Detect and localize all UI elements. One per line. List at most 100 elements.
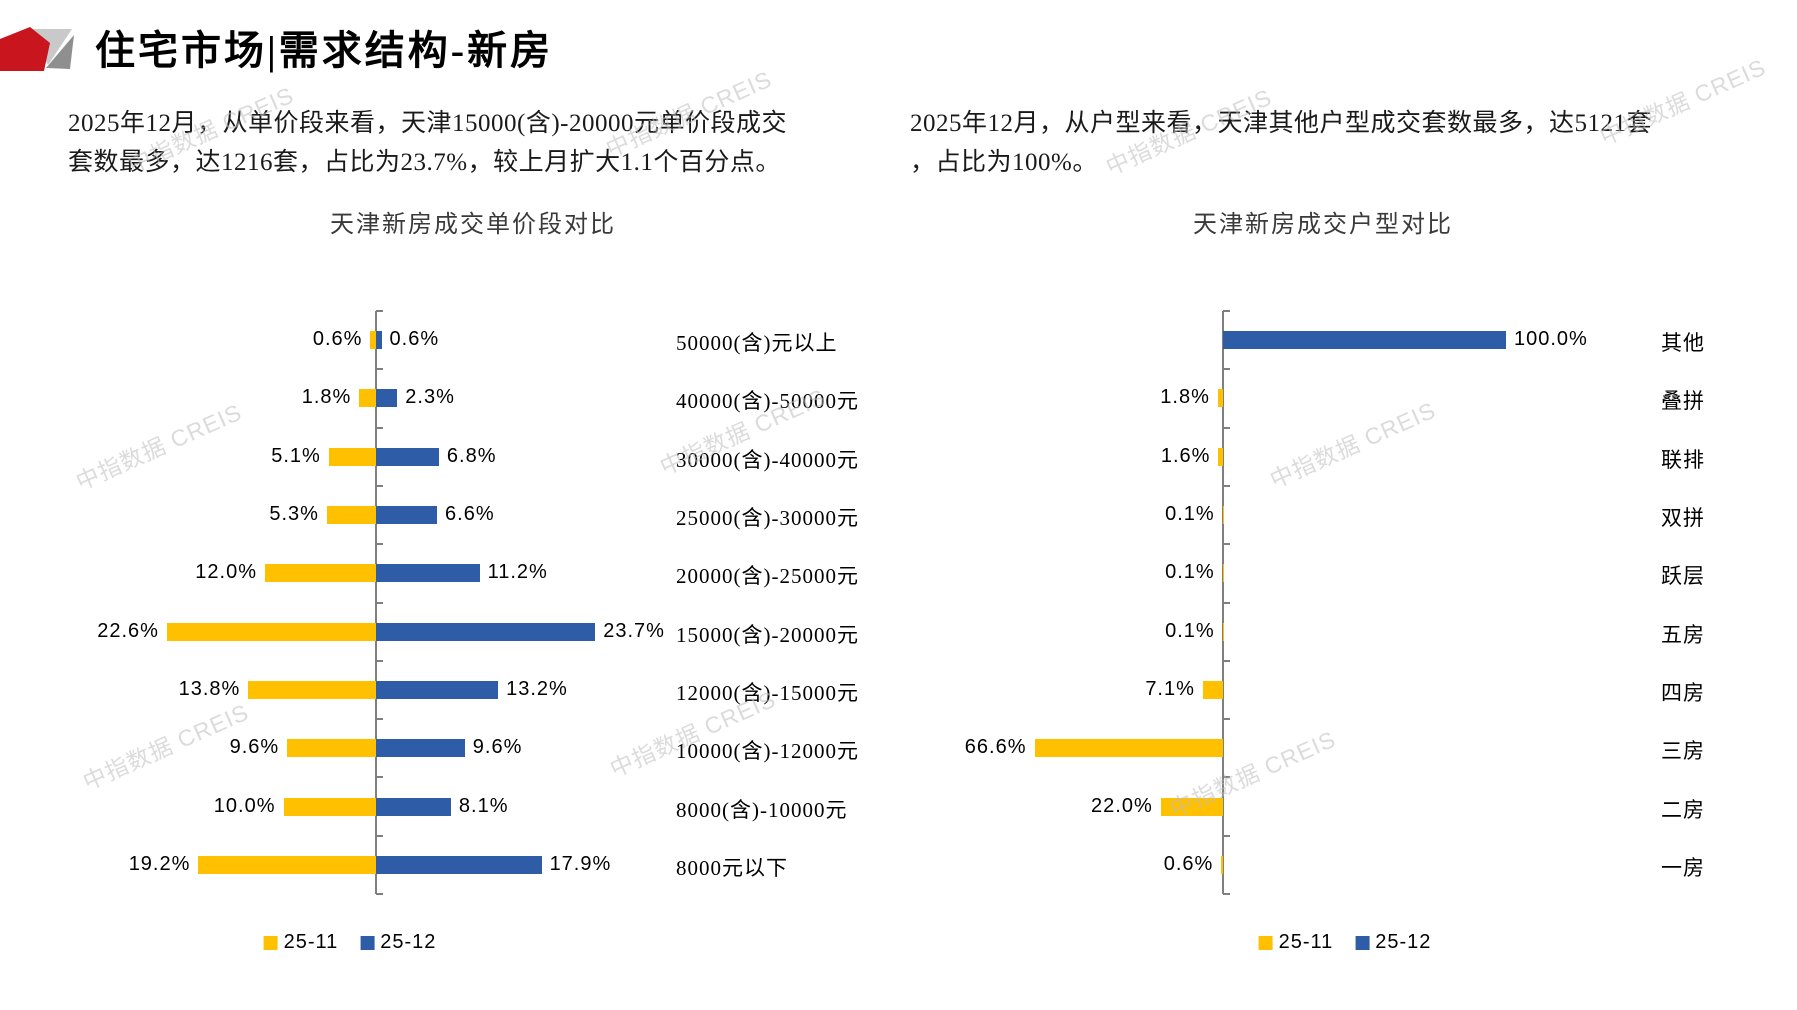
value-label-25-11: 7.1% (1145, 677, 1195, 700)
axis-tick (376, 893, 383, 895)
axis-tick (1223, 601, 1230, 604)
axis-tick (376, 601, 383, 604)
legend-label: 25-12 (1375, 931, 1432, 953)
bar-25-11 (1221, 855, 1223, 874)
bar-25-11 (198, 855, 376, 874)
category-label: 二房 (1661, 797, 1705, 822)
legend-item: 25-12 (1355, 931, 1431, 954)
value-label-25-12: 100.0% (1514, 328, 1588, 351)
category-label: 8000元以下 (676, 855, 788, 880)
watermark: 中指数据 CREIS (1265, 396, 1440, 494)
value-label-25-11: 1.8% (1160, 386, 1210, 409)
bar-25-11 (370, 331, 376, 350)
value-label-25-11: 0.1% (1165, 561, 1215, 584)
legend-swatch-icon (263, 935, 278, 950)
bar-25-11 (1217, 389, 1223, 408)
bar-25-12 (376, 622, 596, 641)
value-label-25-11: 12.0% (195, 561, 257, 584)
axis-tick (1223, 543, 1230, 546)
value-label-25-12: 8.1% (458, 794, 509, 817)
category-label: 10000(含)-12000元 (676, 739, 859, 764)
bar-25-12 (376, 855, 542, 874)
axis-tick (376, 834, 383, 837)
category-label: 双拼 (1661, 506, 1705, 531)
category-label: 跃层 (1661, 564, 1705, 589)
bar-25-11 (1034, 739, 1223, 758)
value-label-25-12: 9.6% (472, 736, 523, 759)
value-label-25-11: 19.2% (128, 852, 191, 875)
axis-tick (376, 659, 383, 662)
axis-tick (1223, 893, 1230, 895)
axis-tick (1223, 659, 1230, 662)
bar-25-12 (376, 506, 438, 525)
bar-25-12 (1223, 331, 1506, 350)
axis-tick (376, 484, 383, 487)
category-label: 8000(含)-10000元 (676, 797, 848, 822)
axis-tick (1223, 368, 1230, 371)
bar-25-12 (376, 331, 382, 350)
category-label: 一房 (1661, 855, 1705, 880)
bar-25-11 (287, 739, 376, 758)
category-label: 12000(含)-15000元 (676, 680, 859, 705)
value-label-25-12: 2.3% (405, 386, 455, 409)
value-label-25-11: 10.0% (213, 794, 276, 817)
chart-title-price-band: 天津新房成交单价段对比 (330, 212, 616, 238)
value-label-25-12: 11.2% (487, 561, 548, 584)
category-label: 叠拼 (1661, 389, 1705, 414)
bar-25-12 (376, 739, 465, 758)
bar-25-11 (283, 797, 376, 816)
axis-tick (1223, 718, 1230, 721)
value-label-25-11: 1.8% (301, 386, 352, 409)
axis-tick (376, 776, 383, 779)
axis-tick (1223, 776, 1230, 779)
axis-tick (376, 718, 383, 721)
category-label: 五房 (1661, 622, 1705, 647)
bar-25-11 (1218, 447, 1223, 466)
bar-25-12 (376, 564, 480, 583)
value-label-25-11: 5.3% (269, 503, 319, 526)
axis-tick (376, 368, 383, 371)
intro-paragraph-left: 2025年12月，从单价段来看，天津15000(含)-20000元单价段成交 套… (68, 110, 787, 176)
category-label: 30000(含)-40000元 (676, 447, 859, 472)
value-label-25-12: 13.2% (506, 677, 568, 700)
chart-title-unit-type: 天津新房成交户型对比 (1193, 212, 1453, 238)
category-label: 15000(含)-20000元 (676, 622, 859, 647)
legend-swatch-icon (1258, 935, 1273, 950)
value-label-25-11: 66.6% (964, 736, 1027, 759)
legend-swatch-icon (360, 935, 375, 950)
value-label-25-11: 22.6% (97, 619, 159, 642)
bar-25-11 (1202, 680, 1223, 699)
bar-25-12 (376, 447, 439, 466)
category-label: 20000(含)-25000元 (676, 564, 859, 589)
bar-25-12 (376, 797, 451, 816)
value-label-25-12: 6.6% (445, 503, 495, 526)
chart-legend: 25-11 25-12 (263, 931, 437, 954)
bar-25-11 (328, 447, 376, 466)
category-label: 50000(含)元以上 (676, 331, 838, 356)
axis-tick (1223, 426, 1230, 429)
axis-tick (1223, 484, 1230, 487)
bar-25-12 (376, 389, 398, 408)
legend-label: 25-11 (1278, 931, 1334, 953)
value-label-25-11: 5.1% (271, 444, 321, 467)
value-label-25-11: 0.6% (1163, 852, 1214, 875)
value-label-25-11: 22.0% (1091, 794, 1153, 817)
axis-tick (376, 543, 383, 546)
value-label-25-12: 0.6% (389, 328, 440, 351)
category-label: 40000(含)-50000元 (676, 389, 859, 414)
value-label-25-12: 6.8% (446, 444, 497, 467)
legend-label: 25-12 (380, 931, 437, 953)
axis-tick (1223, 834, 1230, 837)
bar-25-11 (359, 389, 376, 408)
bar-25-11 (265, 564, 376, 583)
value-label-25-11: 0.6% (312, 328, 363, 351)
legend-item: 25-12 (360, 931, 436, 954)
value-label-25-12: 23.7% (603, 619, 665, 642)
axis-tick (376, 426, 383, 429)
intro-paragraph-right: 2025年12月，从户型来看，天津其他户型成交套数最多，达5121套 ，占比为1… (910, 110, 1653, 176)
value-label-25-11: 9.6% (229, 736, 280, 759)
bar-25-11 (1160, 797, 1223, 816)
value-label-25-11: 0.1% (1165, 503, 1215, 526)
value-label-25-12: 17.9% (549, 852, 612, 875)
